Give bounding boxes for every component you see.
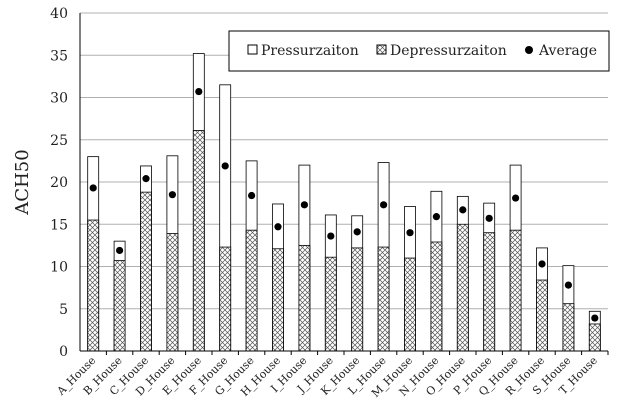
average-marker — [485, 214, 493, 222]
average-marker — [274, 223, 282, 231]
y-tick-label: 10 — [50, 260, 68, 276]
bar-depressurization — [351, 247, 364, 352]
average-marker — [406, 229, 414, 237]
bars — [87, 53, 601, 352]
y-axis-label: ACH50 — [12, 149, 33, 215]
bar-depressurization — [166, 233, 179, 352]
bar-depressurization — [192, 130, 205, 352]
y-tick-label: 35 — [50, 48, 68, 64]
bar-depressurization — [588, 323, 601, 352]
bar-depressurization — [456, 223, 469, 352]
legend-swatch-pressurization — [247, 44, 258, 55]
y-tick-label: 15 — [50, 217, 68, 233]
y-tick-label: 5 — [59, 302, 68, 318]
bar-depressurization — [324, 256, 337, 352]
average-marker — [564, 281, 573, 289]
legend-box — [228, 30, 610, 72]
bar-depressurization — [483, 232, 496, 352]
bar-depressurization — [219, 246, 232, 352]
bar-depressurization — [430, 241, 443, 352]
y-tick-label: 20 — [50, 175, 68, 191]
average-marker — [511, 194, 520, 202]
bar-depressurization — [509, 229, 522, 352]
bar-depressurization — [272, 248, 284, 352]
bar-depressurization — [113, 260, 126, 352]
average-marker — [380, 201, 388, 209]
average-marker — [353, 228, 361, 236]
legend-marker-average — [525, 46, 533, 54]
average-marker — [142, 175, 150, 183]
bar-depressurization — [377, 246, 390, 352]
bar-depressurization — [245, 229, 258, 352]
legend-label-pressurization: Pressurzaiton — [261, 43, 359, 59]
y-tick-label: 30 — [50, 91, 68, 107]
bar-depressurization — [140, 191, 152, 352]
legend-label-depressurization: Depressurzaiton — [390, 43, 507, 59]
average-marker — [459, 206, 467, 214]
average-marker — [591, 314, 599, 322]
average-marker — [300, 201, 308, 209]
average-marker — [89, 184, 97, 192]
bar-depressurization — [404, 257, 416, 352]
bar-depressurization — [87, 219, 100, 352]
bar-depressurization — [298, 244, 311, 352]
average-marker — [221, 162, 229, 170]
average-marker — [538, 260, 546, 268]
y-tick-label: 0 — [59, 344, 68, 360]
bar-depressurization — [536, 279, 548, 352]
legend: Pressurzaiton Depressurzaiton Average — [228, 30, 610, 72]
y-tick-label: 40 — [50, 6, 68, 22]
average-marker — [116, 246, 124, 255]
average-marker — [327, 232, 335, 240]
average-marker — [432, 213, 440, 221]
average-marker — [168, 191, 176, 199]
legend-swatch-depressurization — [376, 44, 387, 55]
average-marker — [195, 87, 203, 96]
legend-label-average: Average — [538, 43, 597, 59]
y-tick-label: 25 — [50, 133, 68, 149]
bar-depressurization — [562, 303, 575, 352]
average-marker — [248, 191, 256, 200]
